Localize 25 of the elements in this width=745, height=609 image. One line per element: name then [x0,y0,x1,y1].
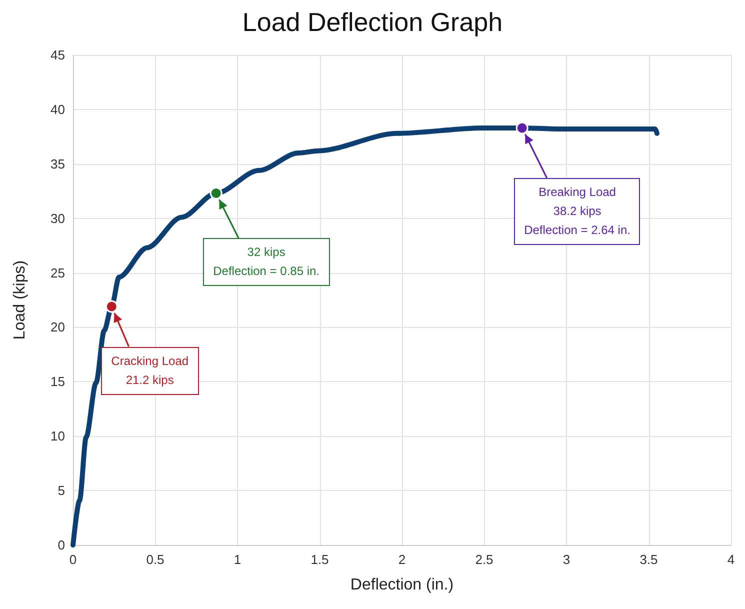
annotation: Breaking Load 38.2 kips Deflection = 2.64 in. [514,178,640,245]
y-tick-label: 30 [50,210,65,226]
y-tick-label: 25 [50,265,65,280]
x-axis-title: Deflection (in.) [350,576,454,594]
annotation: 32 kips Deflection = 0.85 in. [203,238,330,286]
y-tick-label: 40 [50,102,65,117]
x-tick-label: 3 [562,552,570,567]
x-tick-label: 1.5 [310,552,329,567]
x-tick-label: 2 [398,552,406,567]
x-tick-label: 3.5 [640,552,658,567]
y-tick-label: 0 [58,538,65,552]
x-tick-label: 1 [234,552,242,567]
y-tick-label: 35 [50,156,65,172]
y-tick-label: 45 [50,48,65,62]
x-tick-label: 4 [727,552,735,567]
x-tick-label: 2.5 [475,552,494,567]
y-tick-label: 20 [50,320,65,335]
x-tick-label: 0.5 [146,552,164,567]
annotation: Cracking Load 21.2 kips [101,346,199,395]
x-tick-label: 0 [69,552,77,567]
y-tick-label: 10 [50,428,65,444]
y-tick-label: 15 [50,374,65,390]
y-axis-title: Load (kips) [12,260,28,340]
y-tick-label: 5 [58,483,65,498]
chart-title: Load Deflection Graph [242,7,503,37]
